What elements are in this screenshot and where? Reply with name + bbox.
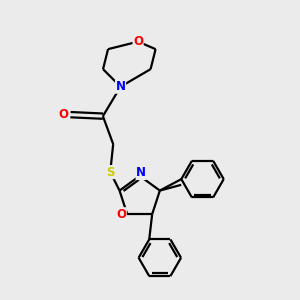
Text: S: S	[106, 166, 115, 178]
Text: O: O	[58, 108, 68, 121]
Text: N: N	[116, 80, 126, 93]
Text: O: O	[116, 208, 126, 221]
Text: O: O	[133, 35, 143, 48]
Text: N: N	[136, 167, 146, 179]
